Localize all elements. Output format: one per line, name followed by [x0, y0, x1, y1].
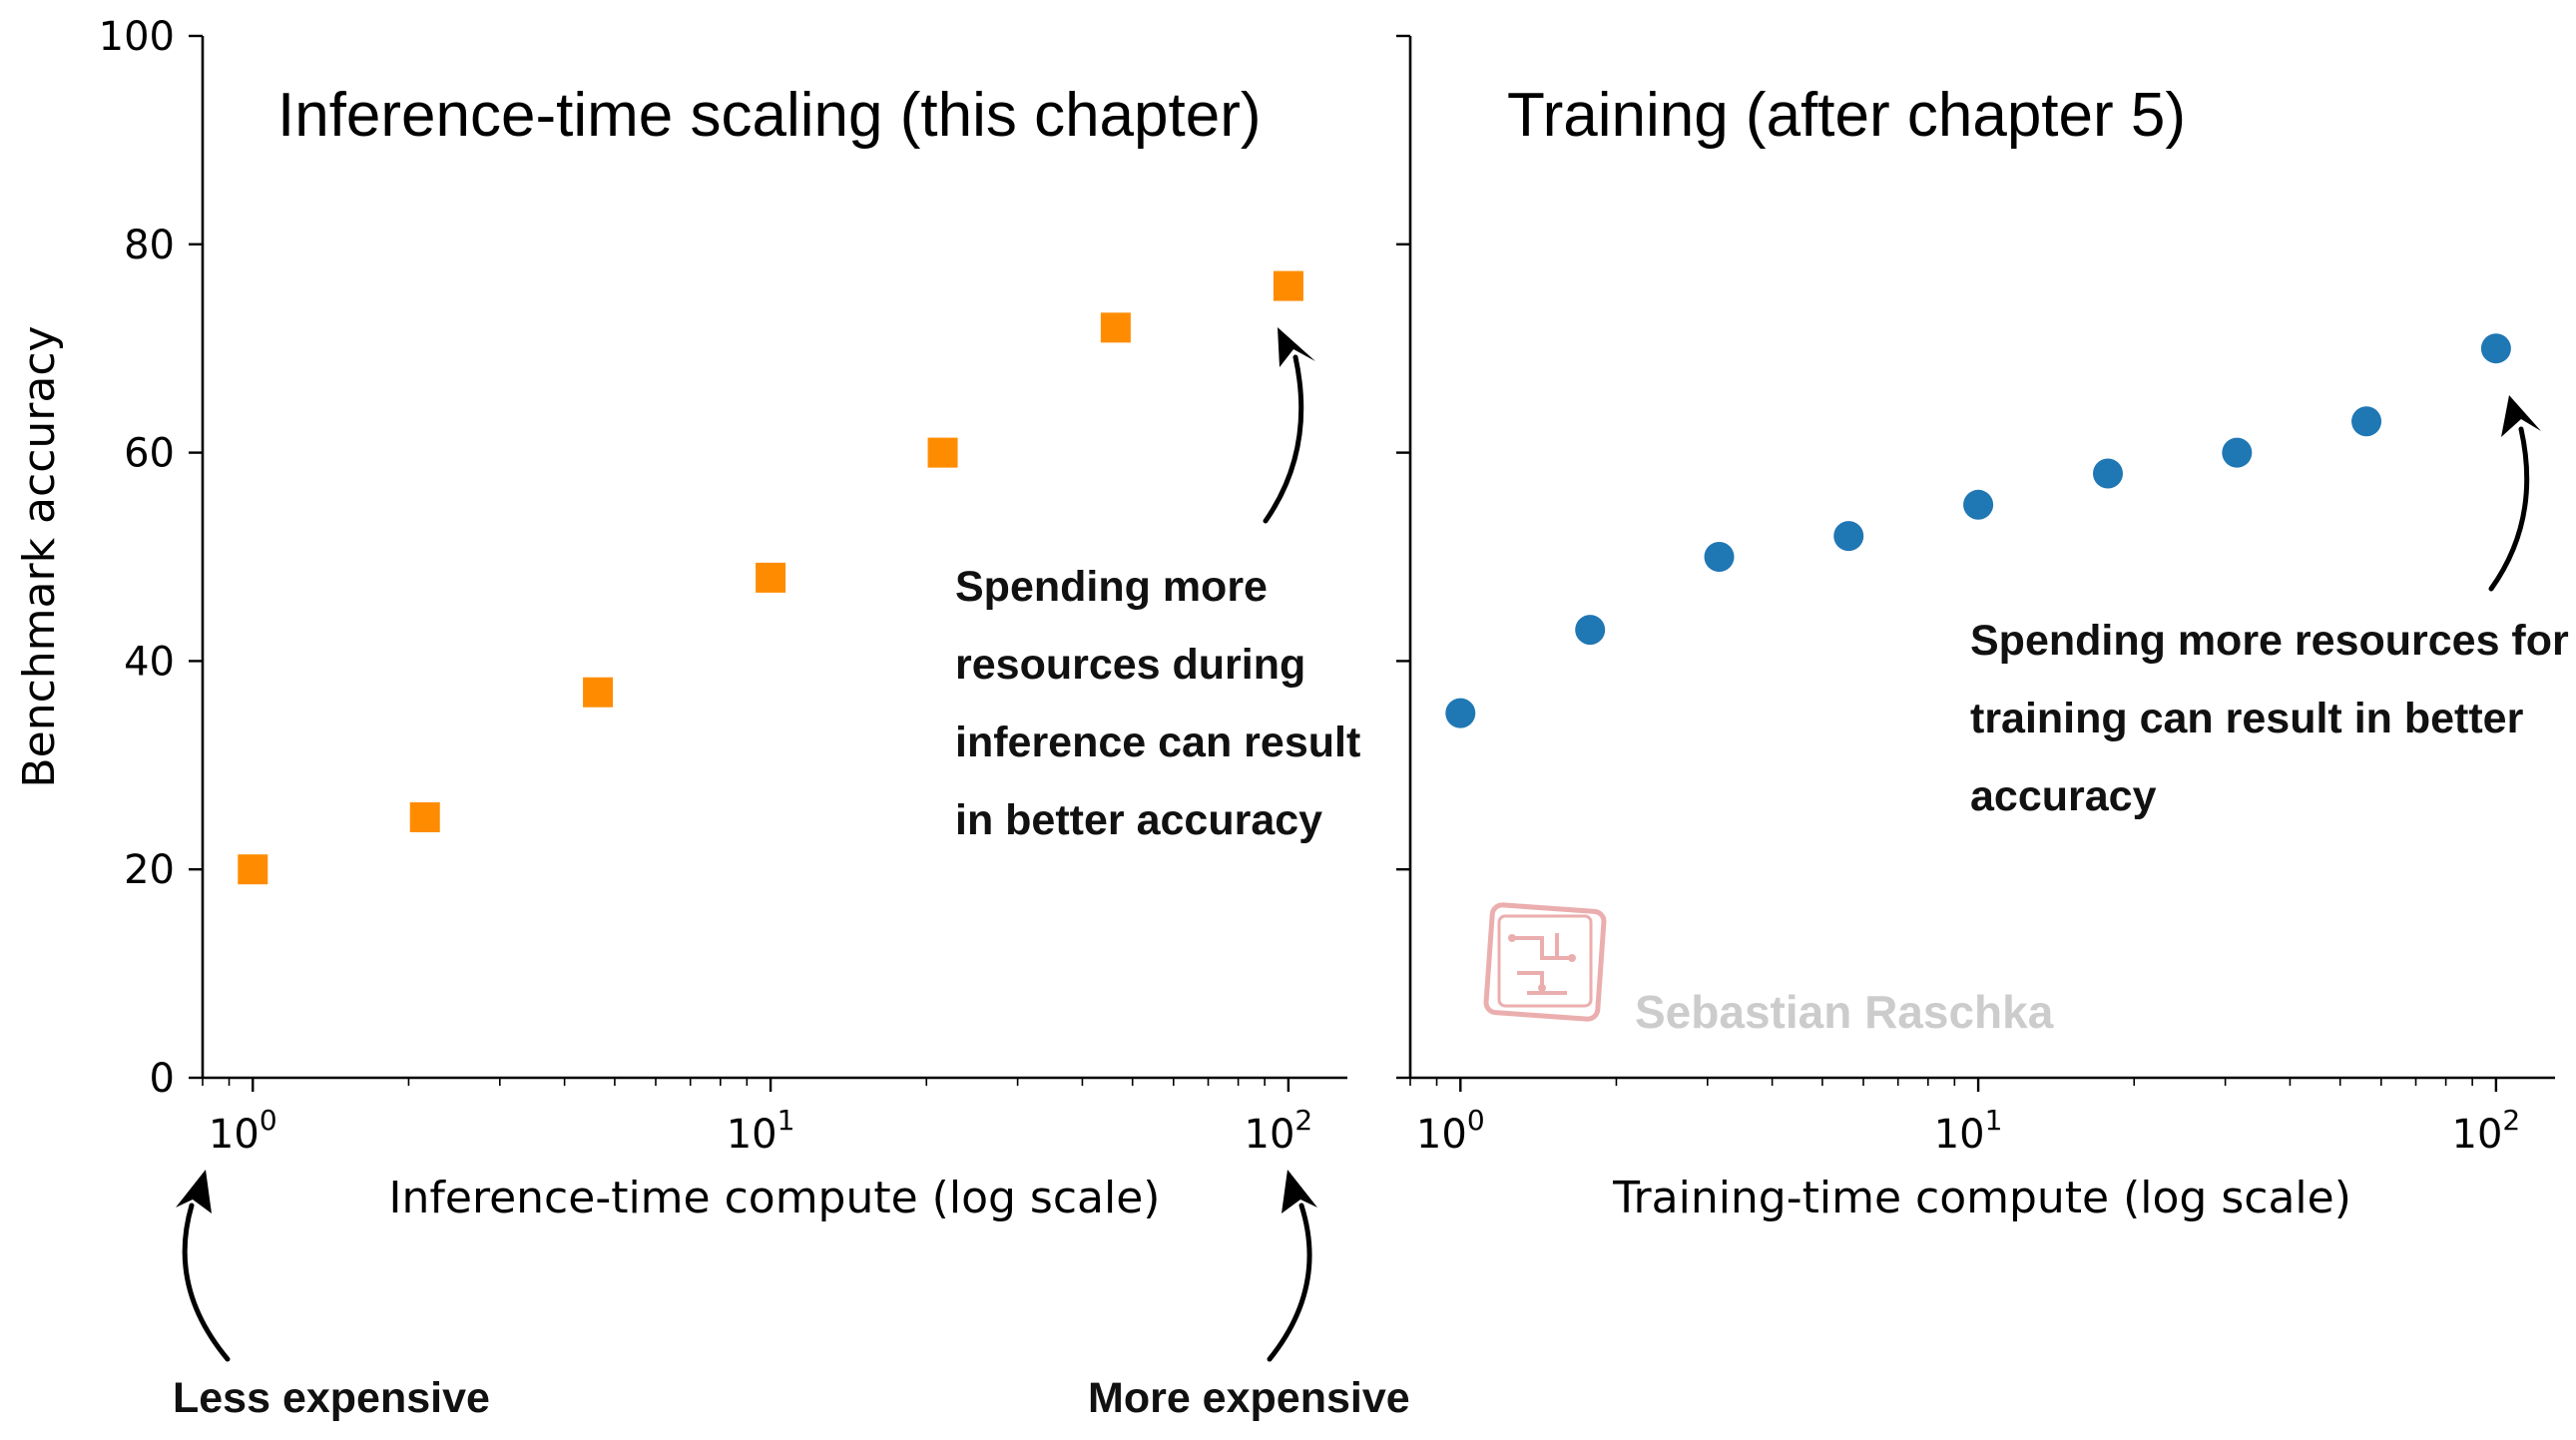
training-arrow	[2488, 426, 2530, 592]
right-data-point	[2480, 333, 2511, 364]
right-y-ticks	[1396, 34, 1410, 1080]
left-data-points	[238, 270, 1303, 885]
left-data-point	[238, 854, 268, 885]
less-expensive-annotation: Less expensive	[173, 1170, 490, 1422]
inference-annotation: Spending more resources during inference…	[955, 327, 1360, 844]
right-x-tick-label: 102	[2452, 1104, 2521, 1158]
left-data-point	[927, 437, 958, 468]
less-expensive-label: Less expensive	[173, 1374, 490, 1422]
inference-arrow	[1263, 354, 1304, 524]
right-data-point	[1963, 489, 1994, 520]
y-tick-label: 40	[124, 639, 175, 685]
inference-annotation-line-1: Spending more	[955, 563, 1268, 611]
right-data-point	[1575, 615, 1606, 646]
panel-inference: 0 20 40 60 80 100 100 101 102 Inference-time sc…	[14, 14, 1410, 1422]
inference-annotation-line-2: resources during	[955, 641, 1305, 689]
less-expensive-arrowhead	[176, 1170, 212, 1213]
left-x-tick-label: 100	[209, 1104, 277, 1158]
right-x-tick-label: 100	[1416, 1104, 1485, 1158]
less-expensive-arrow	[182, 1202, 231, 1362]
y-tick-label: 20	[124, 847, 175, 893]
panel-training: 100 101 102 Training (after chapter 5) Tra…	[1396, 34, 2569, 1223]
more-expensive-arrow	[1267, 1202, 1312, 1362]
more-expensive-arrowhead	[1282, 1170, 1317, 1213]
left-data-point	[756, 562, 786, 593]
left-data-point	[409, 802, 440, 832]
y-tick-label: 80	[124, 223, 175, 268]
right-x-ticks: 100 101 102	[1409, 1078, 2521, 1158]
right-data-point	[2222, 437, 2253, 468]
y-tick-label: 60	[124, 431, 175, 477]
right-x-tick-label: 101	[1934, 1104, 2003, 1158]
y-tick-label: 0	[150, 1056, 175, 1102]
left-x-ticks: 100 101 102	[202, 1078, 1313, 1158]
circuit-stamp-icon	[1483, 902, 1607, 1022]
right-data-points	[1445, 333, 2511, 728]
left-y-ticks: 0 20 40 60 80 100	[99, 14, 203, 1102]
inference-arrowhead	[1278, 327, 1315, 367]
left-x-tick-label: 102	[1245, 1104, 1313, 1158]
right-data-point	[2351, 406, 2382, 437]
left-data-point	[1273, 270, 1303, 301]
training-annotation-line-1: Spending more resources for	[1970, 617, 2569, 665]
right-data-point	[1445, 698, 1476, 728]
training-arrowhead	[2501, 395, 2541, 437]
watermark-text: Sebastian Raschka	[1635, 986, 2054, 1038]
training-annotation-line-3: accuracy	[1970, 772, 2157, 820]
training-annotation-line-2: training can result in better	[1970, 695, 2524, 742]
training-annotation: Spending more resources for training can…	[1970, 395, 2569, 820]
left-panel-title: Inference-time scaling (this chapter)	[277, 81, 1262, 150]
left-data-point	[1100, 312, 1131, 343]
right-panel-title: Training (after chapter 5)	[1507, 81, 2186, 150]
more-expensive-label: More expensive	[1088, 1374, 1410, 1422]
y-axis-label: Benchmark accuracy	[14, 325, 65, 787]
right-data-point	[1833, 521, 1864, 552]
right-data-point	[1704, 542, 1735, 572]
inference-annotation-line-4: in better accuracy	[955, 796, 1322, 844]
inference-annotation-line-3: inference can result	[955, 719, 1360, 766]
right-x-axis-label: Training-time compute (log scale)	[1612, 1173, 2351, 1223]
right-data-point	[2093, 458, 2124, 489]
watermark: Sebastian Raschka	[1483, 902, 2054, 1038]
left-x-tick-label: 101	[727, 1104, 795, 1158]
left-x-axis-label: Inference-time compute (log scale)	[389, 1173, 1161, 1223]
more-expensive-annotation: More expensive	[1088, 1170, 1410, 1422]
left-data-point	[583, 677, 614, 708]
y-tick-label: 100	[99, 14, 175, 60]
